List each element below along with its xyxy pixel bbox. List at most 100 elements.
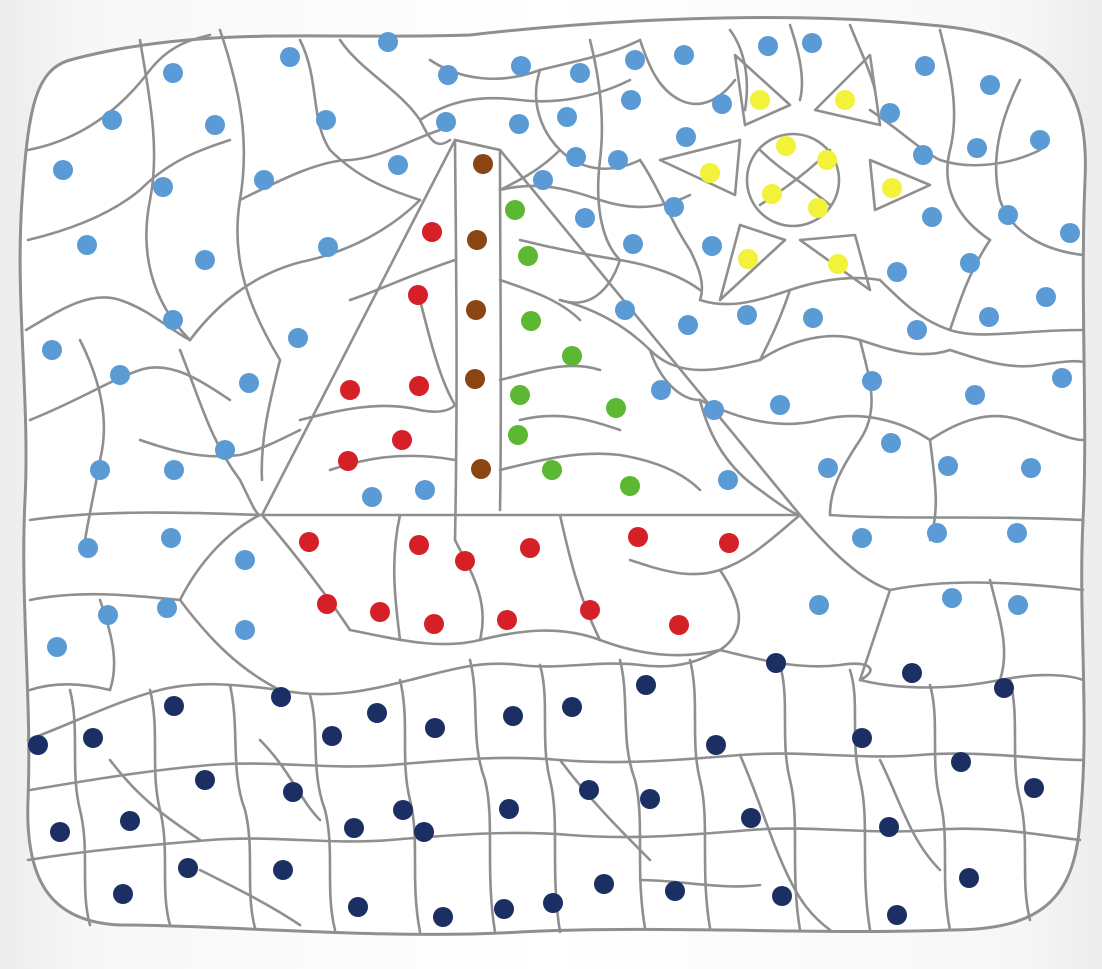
sun-dot [828, 254, 848, 274]
tree-red-dot [719, 533, 739, 553]
sky-dot [998, 205, 1018, 225]
sun-dot [882, 178, 902, 198]
sun-dot [762, 184, 782, 204]
sky-dot [704, 400, 724, 420]
sun-dot [835, 90, 855, 110]
sky-dot [887, 262, 907, 282]
sky-dot [1052, 368, 1072, 388]
ground-dot [393, 800, 413, 820]
sky-dot [907, 320, 927, 340]
sky-dot [77, 235, 97, 255]
tree-trunk-dot [465, 369, 485, 389]
tree-green-dot [542, 460, 562, 480]
sky-dot [678, 315, 698, 335]
ground-dot [1024, 778, 1044, 798]
tree-red-dot [520, 538, 540, 558]
ground-dot [543, 893, 563, 913]
tree-green-dot [562, 346, 582, 366]
ground-dot [367, 703, 387, 723]
sky-dot [153, 177, 173, 197]
tree-red-dot [338, 451, 358, 471]
ground-dot [348, 897, 368, 917]
sky-dot [280, 47, 300, 67]
sky-dot [102, 110, 122, 130]
sky-dot [651, 380, 671, 400]
region-lines [24, 23, 1085, 934]
sky-dot [980, 75, 1000, 95]
sky-dot [862, 371, 882, 391]
sky-dot [712, 94, 732, 114]
ground-dot [271, 687, 291, 707]
tree-red-dot [497, 610, 517, 630]
sky-dot [110, 365, 130, 385]
tree-trunk-dot [473, 154, 493, 174]
ground-dot [772, 886, 792, 906]
sky-dot [676, 127, 696, 147]
sky-dot [288, 328, 308, 348]
ground-dot [273, 860, 293, 880]
sky-dot [623, 234, 643, 254]
sky-dot [1021, 458, 1041, 478]
ground-dot [195, 770, 215, 790]
sky-dot [1008, 595, 1028, 615]
ground-dot [499, 799, 519, 819]
ground-dot [902, 663, 922, 683]
sky-dot [53, 160, 73, 180]
sky-dot [362, 487, 382, 507]
sky-dot [758, 36, 778, 56]
sky-dot [922, 207, 942, 227]
sky-dot [1007, 523, 1027, 543]
sky-dot [674, 45, 694, 65]
sky-dot [664, 197, 684, 217]
sky-dot [163, 310, 183, 330]
sky-dots [42, 32, 1080, 657]
sky-dot [938, 456, 958, 476]
tree-green-dot [510, 385, 530, 405]
ground-dot [50, 822, 70, 842]
sky-dot [318, 237, 338, 257]
sky-dot [78, 538, 98, 558]
tree-red-dot [340, 380, 360, 400]
sky-dot [979, 307, 999, 327]
sky-dot [511, 56, 531, 76]
ground-dot [741, 808, 761, 828]
tree-green-dot [606, 398, 626, 418]
ground-dot [562, 697, 582, 717]
ground-dot [994, 678, 1014, 698]
sun-dot [750, 90, 770, 110]
sun-dot [817, 150, 837, 170]
sky-dot [621, 90, 641, 110]
ground-dot [283, 782, 303, 802]
sky-dot [164, 460, 184, 480]
ground-dot [706, 735, 726, 755]
tree-red-dot [455, 551, 475, 571]
sky-dot [215, 440, 235, 460]
sky-dot [913, 145, 933, 165]
ground-dot [414, 822, 434, 842]
tree-green-dot [505, 200, 525, 220]
tree-red-dot [628, 527, 648, 547]
sky-dot [157, 598, 177, 618]
tree-green-dot [620, 476, 640, 496]
tree-red-dot [580, 600, 600, 620]
sky-dot [42, 340, 62, 360]
sky-dot [98, 605, 118, 625]
sky-dot [702, 236, 722, 256]
ground-dot [503, 706, 523, 726]
ground-dot [433, 907, 453, 927]
tree-trunk-dots [465, 154, 493, 479]
sky-dot [809, 595, 829, 615]
tree-red-dot [392, 430, 412, 450]
sky-dot [608, 150, 628, 170]
sky-dot [254, 170, 274, 190]
sky-dot [570, 63, 590, 83]
sky-dot [615, 300, 635, 320]
sky-dot [557, 107, 577, 127]
sky-dot [235, 550, 255, 570]
ground-dot [766, 653, 786, 673]
tree-red-dot [317, 594, 337, 614]
ground-dot [951, 752, 971, 772]
sky-dot [47, 637, 67, 657]
